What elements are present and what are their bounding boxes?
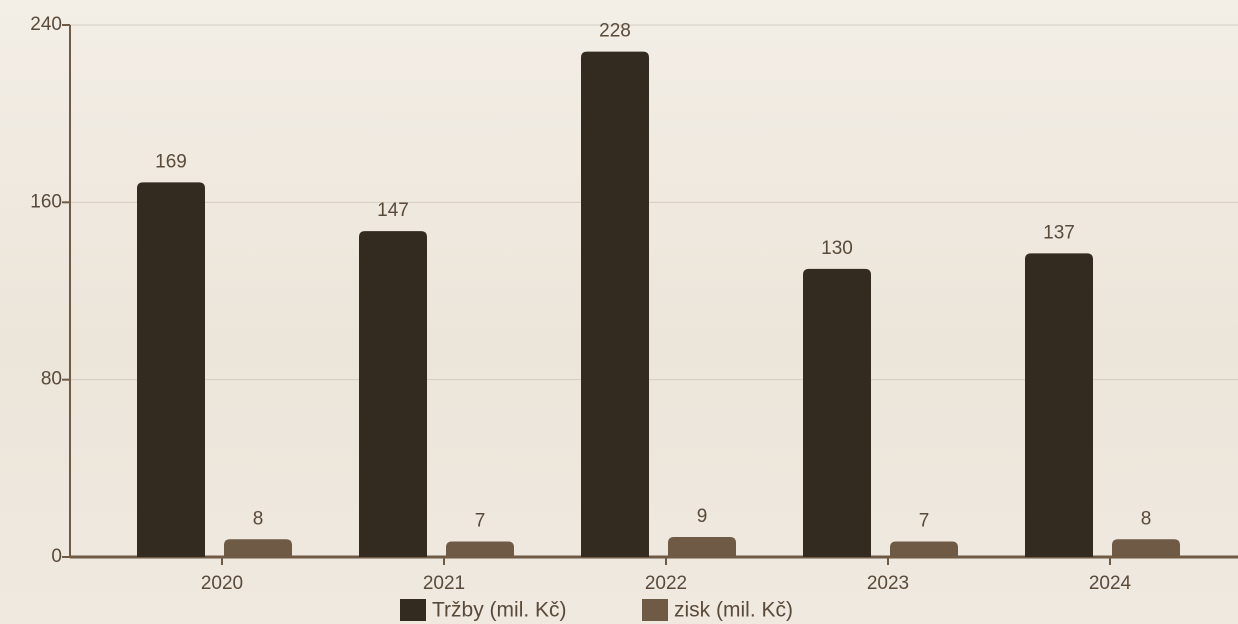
bar [890, 541, 958, 557]
value-label: 137 [1043, 222, 1075, 243]
bar [803, 268, 871, 557]
bar [224, 539, 292, 557]
x-tick-label: 2023 [867, 573, 909, 594]
value-label: 8 [1141, 508, 1152, 529]
value-label: 7 [475, 510, 486, 531]
legend-label: zisk (mil. Kč) [674, 599, 793, 622]
value-label: 147 [377, 200, 409, 221]
bar [581, 51, 649, 557]
value-label: 9 [697, 506, 708, 527]
x-tick-label: 2022 [645, 573, 687, 594]
bar [668, 537, 736, 557]
y-tick-label: 80 [41, 369, 62, 390]
bar [1112, 539, 1180, 557]
bar [137, 182, 205, 557]
x-tick-label: 2024 [1089, 573, 1132, 594]
value-label: 130 [821, 238, 853, 259]
y-tick-label: 0 [51, 546, 62, 567]
legend-swatch[interactable] [400, 599, 426, 621]
y-tick-label: 240 [30, 14, 62, 35]
bar [446, 541, 514, 557]
x-tick-label: 2021 [423, 573, 465, 594]
x-tick-label: 2020 [201, 573, 243, 594]
value-label: 8 [253, 508, 264, 529]
legend-label: Tržby (mil. Kč) [432, 599, 567, 622]
bar [359, 231, 427, 557]
legend-swatch[interactable] [642, 599, 668, 621]
value-label: 169 [155, 151, 187, 172]
value-label: 228 [599, 21, 631, 42]
y-tick-label: 160 [30, 191, 62, 212]
value-label: 7 [919, 510, 930, 531]
bar [1025, 253, 1093, 558]
